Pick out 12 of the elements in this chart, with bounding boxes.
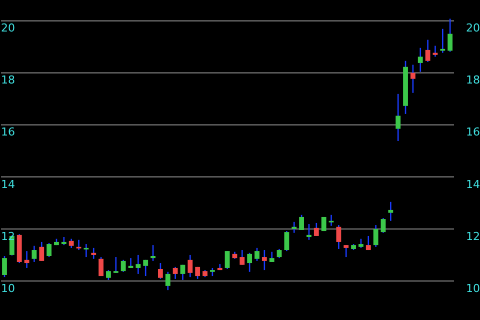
y2-tick-label: 20	[466, 22, 480, 35]
y-tick-label: 18	[1, 74, 15, 87]
y-tick-label: 20	[1, 22, 15, 35]
y2-tick-label: 12	[466, 230, 480, 243]
y-tick-label: 10	[1, 282, 15, 295]
y2-tick-label: 10	[466, 282, 480, 295]
y-tick-label: 14	[1, 178, 15, 191]
y-tick-label: 16	[1, 126, 15, 139]
y2-tick-label: 18	[466, 74, 480, 87]
y2-tick-label: 14	[466, 178, 480, 191]
y-tick-label: 12	[1, 230, 15, 243]
y2-tick-label: 16	[466, 126, 480, 139]
